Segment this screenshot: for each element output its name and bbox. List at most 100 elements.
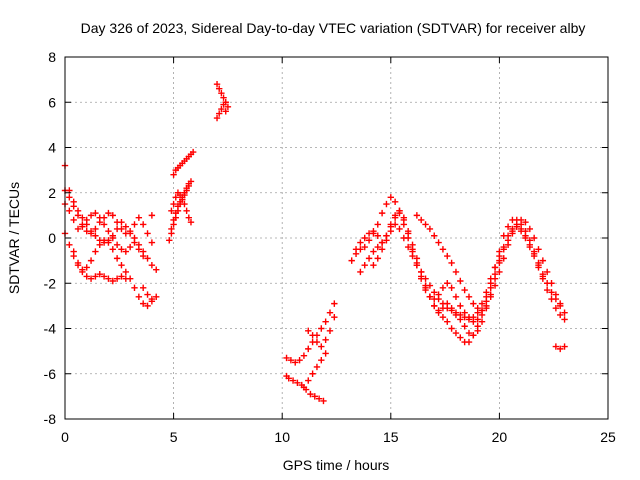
data-point [109, 234, 116, 242]
data-point [457, 334, 464, 341]
data-point [526, 225, 534, 233]
data-point [474, 316, 481, 323]
data-point [526, 241, 534, 248]
data-point [220, 101, 227, 108]
data-point [126, 228, 134, 235]
data-point [118, 261, 125, 269]
data-point [444, 252, 451, 260]
data-point [289, 377, 297, 384]
data-point [365, 255, 373, 262]
data-point [220, 94, 227, 101]
data-point [378, 239, 386, 246]
data-point [552, 291, 560, 298]
data-point [387, 194, 394, 201]
data-point [168, 207, 175, 215]
x-tick-label: 0 [61, 429, 69, 445]
data-point [66, 207, 73, 215]
data-point [370, 228, 377, 235]
y-axis-ticks: -8 -6 -4 -2 0 2 4 6 8 [44, 49, 608, 427]
data-point [370, 261, 377, 269]
x-axis-label: GPS time / hours [283, 457, 390, 473]
series-track-17 [348, 194, 564, 325]
data-point [70, 248, 77, 255]
data-point [470, 300, 477, 307]
data-point [448, 259, 455, 267]
data-point [96, 214, 103, 221]
data-point [318, 356, 325, 364]
y-axis-label: SDTVAR / TECUs [6, 182, 22, 294]
data-point [561, 316, 568, 323]
y-tick-label: 8 [48, 49, 56, 65]
series-track-7 [148, 212, 156, 219]
data-point [100, 221, 108, 228]
gridlines [65, 57, 608, 419]
data-point [122, 230, 130, 237]
data-point [294, 379, 301, 386]
series-track-15 [300, 350, 329, 391]
data-point [287, 356, 295, 364]
data-point [391, 214, 399, 221]
data-point [331, 300, 338, 307]
data-point [426, 225, 434, 233]
data-point [118, 225, 125, 233]
data-point [79, 223, 86, 230]
data-point [185, 214, 193, 221]
data-point [474, 323, 481, 330]
data-point [444, 304, 451, 312]
data-point [465, 316, 473, 323]
data-point [135, 293, 143, 301]
data-point [470, 313, 477, 321]
data-point [448, 284, 455, 291]
data-point [426, 293, 434, 301]
data-point [181, 200, 188, 208]
data-point [315, 395, 323, 402]
data-point [491, 282, 499, 289]
data-point [513, 221, 520, 228]
data-point [530, 234, 538, 242]
data-point [435, 239, 442, 246]
data-point [365, 237, 373, 244]
series-track-22 [552, 343, 568, 353]
data-point [374, 221, 381, 228]
data-point [539, 257, 547, 264]
data-point [170, 216, 177, 224]
data-point [474, 304, 481, 312]
data-point [105, 275, 112, 282]
data-point [478, 318, 486, 325]
data-point [448, 325, 455, 332]
data-point [296, 356, 303, 364]
data-point [292, 359, 299, 366]
data-point [452, 329, 460, 337]
data-point [457, 277, 464, 285]
data-point [496, 268, 503, 276]
data-point [396, 225, 403, 233]
data-point [391, 198, 399, 205]
data-point [400, 234, 408, 242]
data-point [144, 302, 151, 310]
data-point [352, 246, 360, 253]
data-point [444, 318, 451, 325]
data-point [113, 275, 121, 282]
series-track-10 [168, 189, 195, 226]
chart-title: Day 326 of 2023, Sidereal Day-to-day VTE… [81, 20, 586, 36]
data-point [318, 325, 325, 332]
data-point [509, 230, 516, 237]
data-point [548, 289, 555, 296]
data-point [561, 309, 568, 316]
data-point [374, 255, 381, 262]
data-point [387, 228, 394, 235]
data-point [131, 221, 138, 228]
data-point [357, 268, 364, 276]
data-point [552, 304, 560, 312]
data-point [383, 237, 390, 244]
data-point [535, 261, 542, 269]
x-tick-label: 15 [383, 429, 399, 445]
data-point [378, 246, 386, 253]
data-point [439, 246, 447, 253]
data-point [452, 268, 460, 276]
data-point [92, 232, 99, 239]
data-point [439, 284, 447, 291]
data-point [307, 390, 314, 398]
data-point [548, 295, 555, 303]
